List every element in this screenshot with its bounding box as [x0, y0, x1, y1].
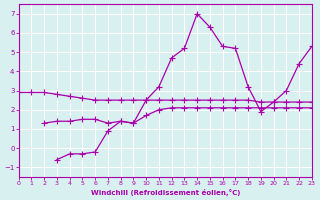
X-axis label: Windchill (Refroidissement éolien,°C): Windchill (Refroidissement éolien,°C)	[91, 189, 240, 196]
